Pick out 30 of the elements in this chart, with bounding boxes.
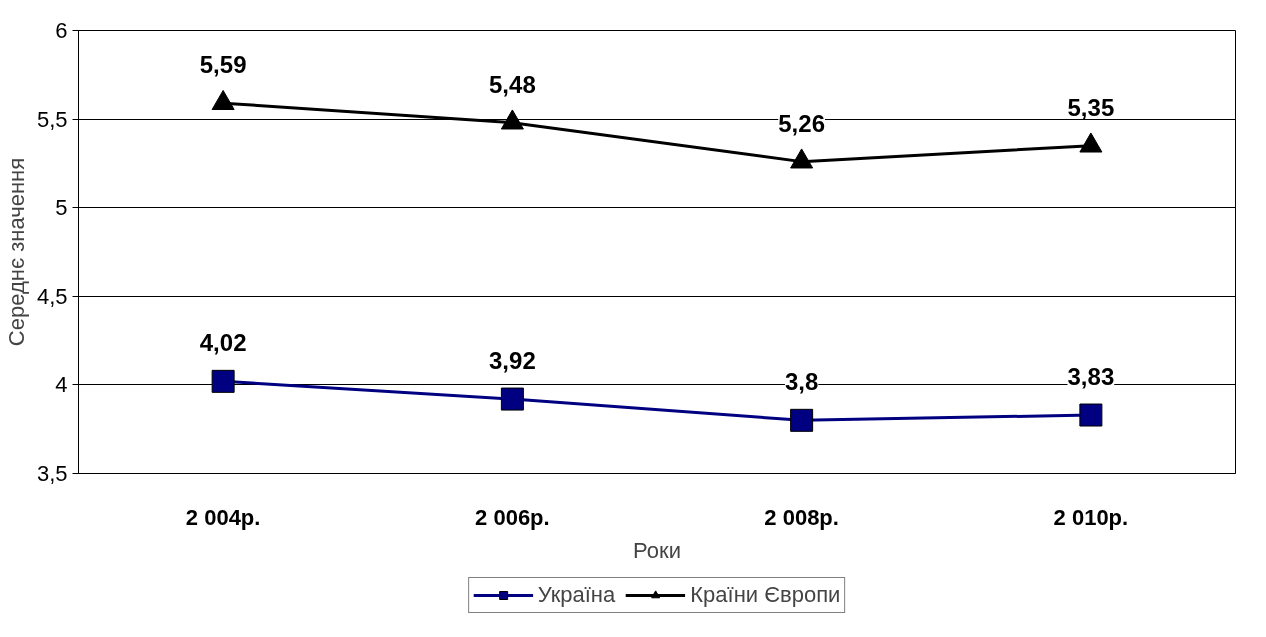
y-tick-label: 4,5: [36, 283, 68, 309]
x-tick-label: 2 008р.: [764, 504, 839, 530]
data-label: 5,48: [489, 70, 536, 98]
point: [500, 387, 524, 411]
point: [790, 148, 814, 169]
legend-label: Країни Європи: [690, 582, 841, 608]
data-label: 4,02: [199, 329, 247, 357]
y-tick-label: 4: [55, 372, 68, 398]
data-label: 3,83: [1067, 363, 1115, 391]
point: [1079, 132, 1103, 153]
x-tick-label: 2 004р.: [185, 504, 261, 530]
point: [211, 369, 235, 393]
data-label: 5,59: [199, 51, 247, 79]
data-label: 3,8: [784, 368, 819, 396]
data-label: 5,35: [1067, 93, 1115, 121]
data-label: 3,92: [489, 347, 536, 375]
point: [1079, 403, 1103, 427]
data-label: 5,26: [778, 109, 825, 137]
point: [500, 109, 524, 130]
y-tick-label: 5,5: [36, 106, 68, 132]
x-tick-label: 2 010р.: [1053, 504, 1129, 530]
point: [211, 89, 235, 110]
x-axis-title: Роки: [633, 537, 681, 563]
legend-label: Україна: [537, 582, 616, 608]
y-tick-label: 3,5: [36, 461, 68, 486]
point: [790, 408, 814, 432]
y-tick-label: 5: [55, 195, 68, 221]
y-axis-title: Середнє значення: [3, 157, 29, 347]
x-tick-label: 2 006р.: [475, 504, 550, 530]
y-tick-label: 6: [55, 18, 68, 43]
